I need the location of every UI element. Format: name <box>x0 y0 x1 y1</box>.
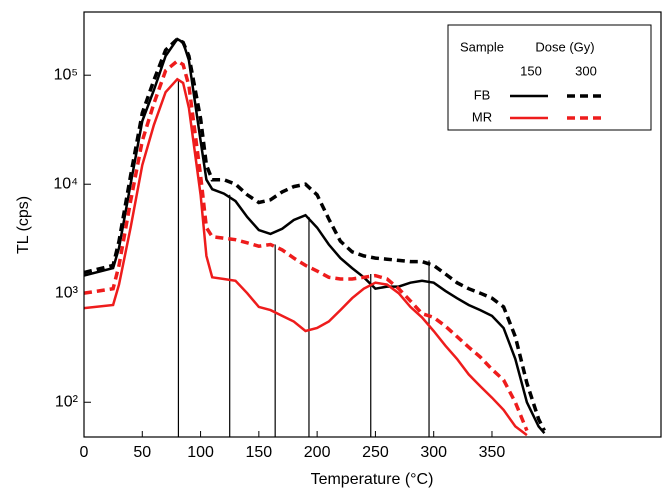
legend-dose: 300 <box>575 63 597 78</box>
x-tick-label: 50 <box>133 444 151 461</box>
y-tick-label: 10³ <box>55 284 79 301</box>
y-tick-label: 10⁴ <box>53 175 78 192</box>
x-tick-label: 100 <box>187 444 214 461</box>
y-tick-label: 10⁵ <box>54 66 78 83</box>
legend-label: MR <box>472 109 492 124</box>
legend-dose: 150 <box>520 63 542 78</box>
x-tick-label: 250 <box>362 444 389 461</box>
x-tick-label: 300 <box>420 444 447 461</box>
legend-box <box>447 24 652 131</box>
legend-header: Dose (Gy) <box>535 39 594 54</box>
legend-label: FB <box>474 87 491 102</box>
legend-header: Sample <box>460 39 504 54</box>
y-axis-title: TL (cps) <box>15 196 32 254</box>
x-tick-label: 200 <box>304 444 331 461</box>
plot-frame <box>83 11 662 438</box>
x-axis-title: Temperature (°C) <box>311 471 434 488</box>
x-tick-label: 0 <box>80 444 89 461</box>
y-tick-label: 10² <box>55 393 79 410</box>
x-tick-label: 350 <box>479 444 506 461</box>
x-tick-label: 150 <box>245 444 272 461</box>
series-line <box>84 36 546 432</box>
series-line <box>84 77 528 437</box>
series-line <box>84 58 529 432</box>
